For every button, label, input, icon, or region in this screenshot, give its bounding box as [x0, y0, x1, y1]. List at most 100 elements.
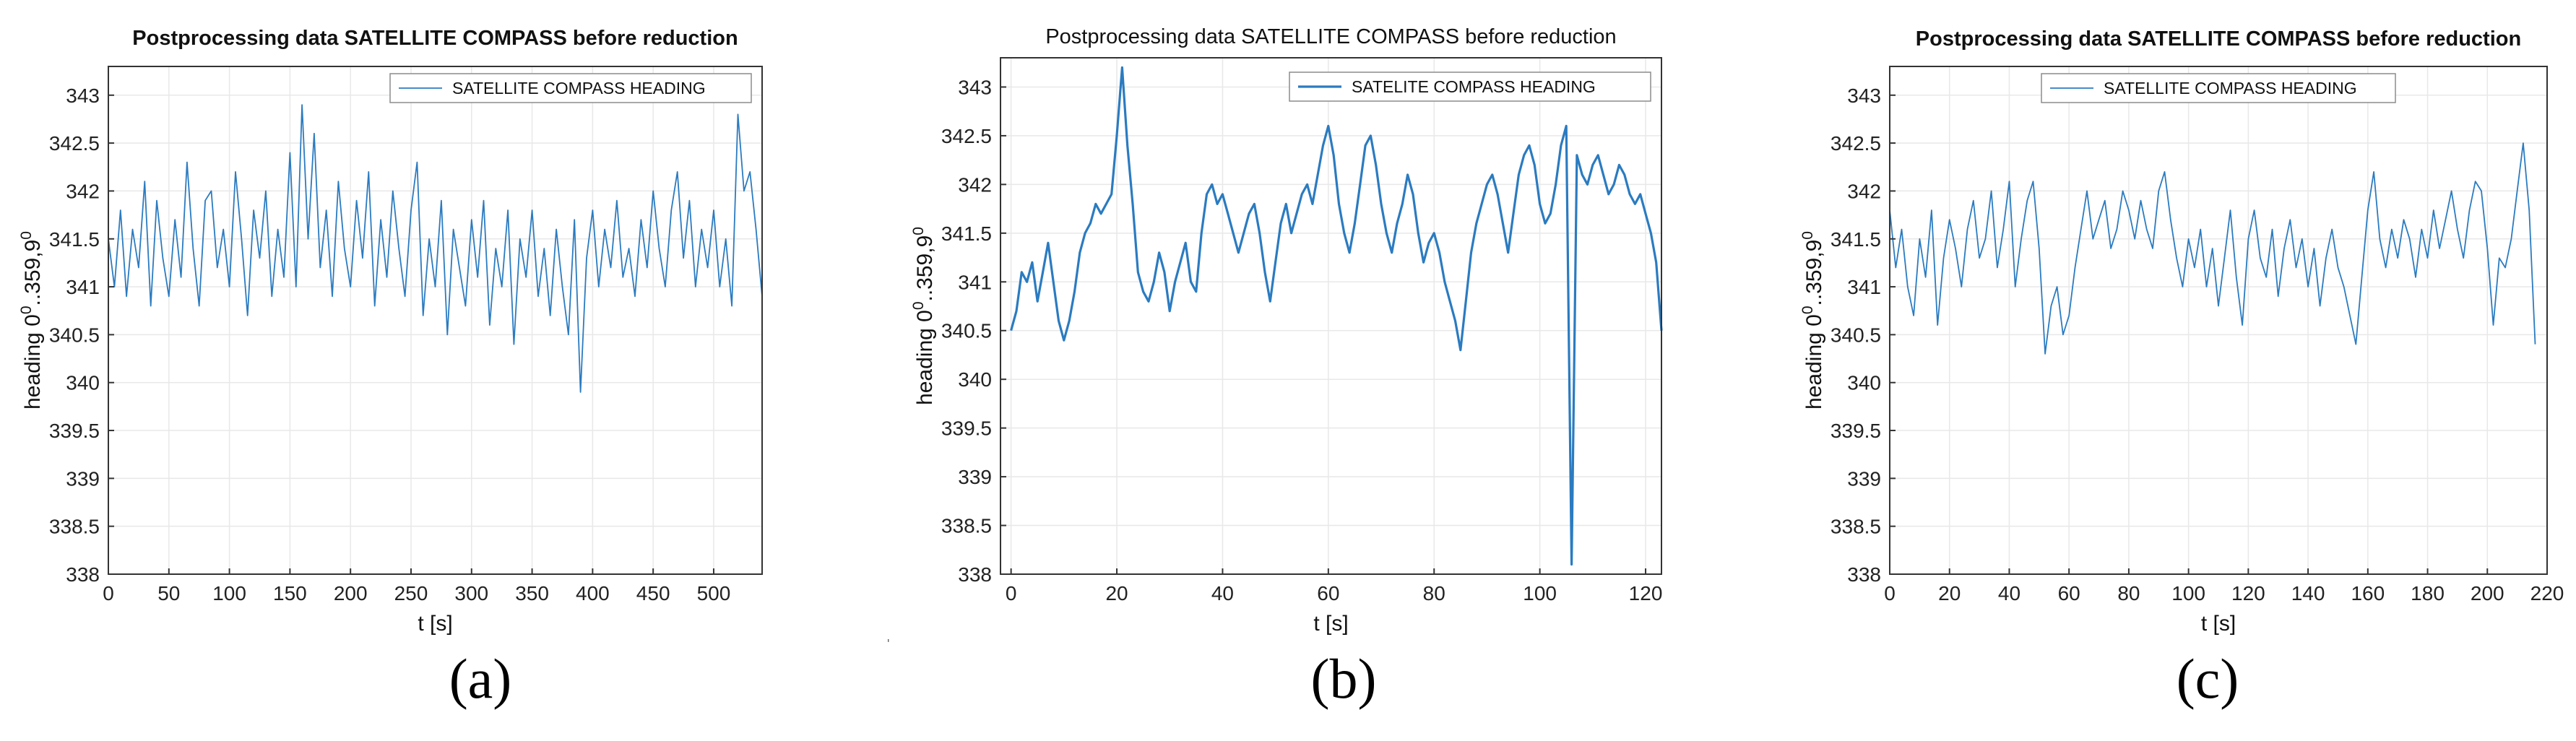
y-tick-label: 339 — [66, 467, 100, 490]
axes-box — [1889, 66, 2548, 575]
y-axis-label-part: ..359,9 — [1802, 240, 1826, 306]
legend-label: SATELLITE COMPASS HEADING — [452, 79, 706, 98]
chart-c-svg: 338 338.5 339 339.5 340 340.5 341 341.5 342 342.5… — [1799, 27, 2564, 636]
x-tick-label: 140 — [2291, 582, 2325, 604]
axes-box — [1000, 57, 1662, 575]
chart-title: Postprocessing data SATELLITE COMPASS be… — [1045, 25, 1616, 48]
x-tick-label: 220 — [2530, 582, 2564, 604]
y-tick-label: 340.5 — [941, 320, 992, 342]
y-axis-label-part: 0 — [1799, 306, 1816, 314]
y-axis-label-part: 0 — [18, 231, 35, 240]
y-tick-label: 343 — [66, 84, 100, 107]
x-tick-label: 80 — [1423, 582, 1445, 604]
x-tick-label: 450 — [636, 582, 670, 604]
x-tick-label: 200 — [2471, 582, 2504, 604]
x-tick-label: 20 — [1938, 582, 1961, 604]
x-axis-label: t [s] — [1313, 612, 1348, 636]
x-tick-label: 0 — [1884, 582, 1896, 604]
panel-label-c: (c) — [2176, 647, 2239, 710]
y-tick-label: 340 — [66, 372, 100, 394]
x-tick-label: 250 — [394, 582, 428, 604]
y-axis-label: heading 00..359,90 — [910, 227, 937, 405]
panel-label-b: (b) — [1310, 647, 1377, 710]
y-axis-label-part: ..359,9 — [21, 240, 45, 306]
y-tick-label: 341.5 — [49, 228, 100, 251]
legend-label: SATELITE COMPASS HEADING — [1352, 77, 1596, 96]
legend-label: SATELLITE COMPASS HEADING — [2104, 79, 2357, 98]
x-tick-label: 120 — [2231, 582, 2265, 604]
x-tick-label: 120 — [1629, 582, 1663, 604]
y-tick-label: 340.5 — [1831, 324, 1881, 346]
series-line — [1889, 142, 2536, 355]
y-axis-label-part: 0 — [910, 301, 927, 310]
y-tick-label: 341 — [1847, 276, 1881, 298]
y-axis-label-part: heading 0 — [1802, 314, 1826, 410]
panel-b: 338 338.5 339 339.5 340 340.5 341 341.5 342 342.5… — [860, 0, 1712, 741]
y-tick-label: 338.5 — [1831, 516, 1881, 538]
y-axis-label-part: heading 0 — [913, 310, 937, 405]
y-axis-label-part: 0 — [910, 227, 927, 235]
y-axis-label-part: heading 0 — [21, 314, 45, 410]
y-tick-label: 338.5 — [941, 515, 992, 537]
y-tick-label: 338 — [958, 563, 992, 586]
y-tick-label: 342 — [1847, 180, 1881, 202]
legend-box — [389, 73, 752, 103]
y-tick-label: 338.5 — [49, 516, 100, 538]
y-tick-label: 340.5 — [49, 324, 100, 346]
y-tick-label: 338 — [66, 563, 100, 586]
x-tick-label: 40 — [1211, 582, 1234, 604]
x-tick-label: 40 — [1998, 582, 2020, 604]
x-tick-label: 100 — [212, 582, 246, 604]
x-tick-label: 200 — [334, 582, 368, 604]
y-axis-label-part: 0 — [18, 306, 35, 314]
x-tick-label: 60 — [2058, 582, 2080, 604]
y-tick-label: 341 — [958, 271, 992, 293]
y-axis-label: heading 00..359,90 — [1799, 231, 1826, 410]
x-axis-label: t [s] — [418, 612, 452, 636]
series-line — [108, 104, 763, 393]
y-tick-label: 340 — [958, 368, 992, 391]
y-tick-label: 339 — [958, 466, 992, 488]
x-tick-label: 20 — [1105, 582, 1128, 604]
y-tick-label: 341.5 — [1831, 228, 1881, 251]
y-tick-label: 341.5 — [941, 222, 992, 245]
x-tick-label: 0 — [103, 582, 114, 604]
x-tick-label: 500 — [697, 582, 731, 604]
y-tick-label: 341 — [66, 276, 100, 298]
y-axis-label-part: ..359,9 — [913, 235, 937, 302]
x-tick-label: 0 — [1006, 582, 1017, 604]
y-axis-label: heading 00..359,90 — [18, 231, 45, 410]
x-tick-label: 100 — [2171, 582, 2205, 604]
panel-c: 338 338.5 339 339.5 340 340.5 341 341.5 342 342.5… — [1724, 0, 2576, 741]
chart-a-svg: 338 338.5 339 339.5 340 340.5 341 341.5 342 342.5… — [18, 27, 763, 636]
y-axis-label-part: 0 — [1799, 231, 1816, 240]
x-tick-label: 80 — [2117, 582, 2140, 604]
y-tick-label: 342.5 — [49, 132, 100, 155]
x-tick-label: 180 — [2411, 582, 2445, 604]
y-tick-label: 339.5 — [1831, 420, 1881, 442]
chart-title: Postprocessing data SATELLITE COMPASS be… — [1916, 27, 2521, 51]
chart-b-svg: 338 338.5 339 339.5 340 340.5 341 341.5 342 342.5… — [910, 25, 1663, 636]
x-tick-label: 160 — [2351, 582, 2385, 604]
y-tick-label: 338 — [1847, 563, 1881, 586]
stray-mark: ' — [887, 637, 890, 651]
y-tick-label: 342 — [958, 173, 992, 196]
y-tick-label: 339.5 — [49, 420, 100, 442]
y-tick-label: 343 — [958, 76, 992, 98]
chart-title: Postprocessing data SATELLITE COMPASS be… — [132, 27, 738, 50]
y-tick-label: 343 — [1847, 84, 1881, 107]
legend-box — [1289, 72, 1651, 102]
y-tick-label: 340 — [1847, 372, 1881, 394]
axes-box — [108, 66, 763, 575]
y-tick-label: 342.5 — [1831, 132, 1881, 155]
x-tick-label: 150 — [273, 582, 307, 604]
x-axis-label: t [s] — [2201, 612, 2236, 636]
y-tick-label: 339 — [1847, 467, 1881, 490]
y-tick-label: 339.5 — [941, 417, 992, 440]
x-tick-label: 100 — [1523, 582, 1557, 604]
panel-a: 338 338.5 339 339.5 340 340.5 341 341.5 342 342.5… — [0, 0, 852, 741]
x-tick-label: 350 — [515, 582, 549, 604]
x-tick-label: 60 — [1317, 582, 1339, 604]
panel-label-a: (a) — [449, 647, 512, 710]
x-tick-label: 300 — [454, 582, 488, 604]
